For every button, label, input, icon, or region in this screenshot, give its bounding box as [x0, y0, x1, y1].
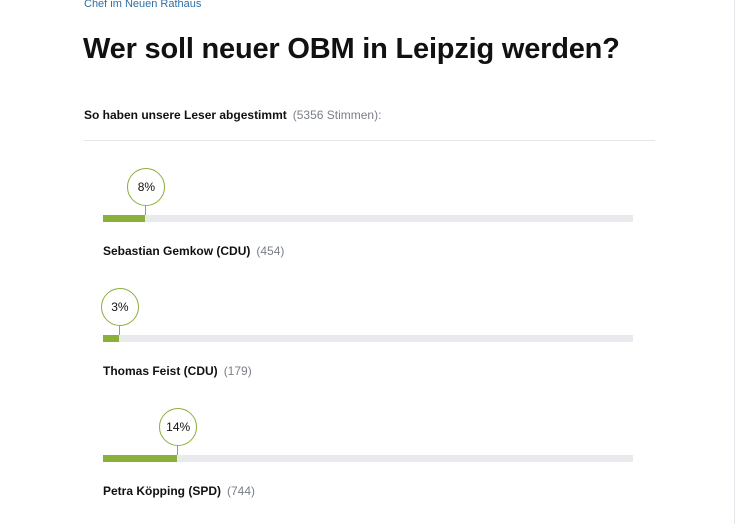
poll-option: 3% Thomas Feist (CDU) (179) — [0, 288, 737, 398]
poll-option: 14% Petra Köpping (SPD) (744) — [0, 408, 737, 518]
option-name: Sebastian Gemkow (CDU) — [103, 244, 251, 258]
poll-summary: So haben unsere Leser abgestimmt (5356 St… — [84, 108, 381, 122]
progress-fill — [103, 215, 146, 222]
percent-bubble-stem — [118, 326, 120, 336]
percent-marker: 14% — [159, 408, 198, 456]
article-kicker: Chef im Neuen Rathaus — [84, 0, 202, 10]
percent-bubble: 8% — [127, 168, 166, 206]
progress-fill — [103, 335, 119, 342]
percent-bubble-stem — [177, 446, 179, 456]
progress-track — [103, 455, 633, 462]
poll-total-votes: (5356 Stimmen): — [292, 108, 382, 122]
poll-option: 8% Sebastian Gemkow (CDU) (454) — [0, 168, 737, 278]
percent-bubble: 14% — [159, 408, 198, 446]
progress-track — [103, 335, 633, 342]
page-edge-divider — [734, 0, 735, 524]
option-name: Petra Köpping (SPD) — [103, 484, 222, 498]
progress-fill — [103, 455, 178, 462]
percent-marker: 3% — [100, 288, 139, 336]
option-name: Thomas Feist (CDU) — [103, 364, 218, 378]
percent-bubble: 3% — [100, 288, 139, 326]
option-votes: (744) — [227, 484, 256, 498]
progress-track — [103, 215, 633, 222]
option-label: Petra Köpping (SPD) (744) — [103, 484, 255, 498]
poll-divider — [84, 140, 655, 141]
page-title: Wer soll neuer OBM in Leipzig werden? — [83, 33, 620, 65]
percent-marker: 8% — [127, 168, 166, 216]
poll-summary-lead: So haben unsere Leser abgestimmt — [84, 108, 287, 122]
percent-bubble-stem — [145, 206, 147, 216]
option-label: Sebastian Gemkow (CDU) (454) — [103, 244, 284, 258]
option-label: Thomas Feist (CDU) (179) — [103, 364, 252, 378]
option-votes: (179) — [223, 364, 252, 378]
option-votes: (454) — [256, 244, 285, 258]
